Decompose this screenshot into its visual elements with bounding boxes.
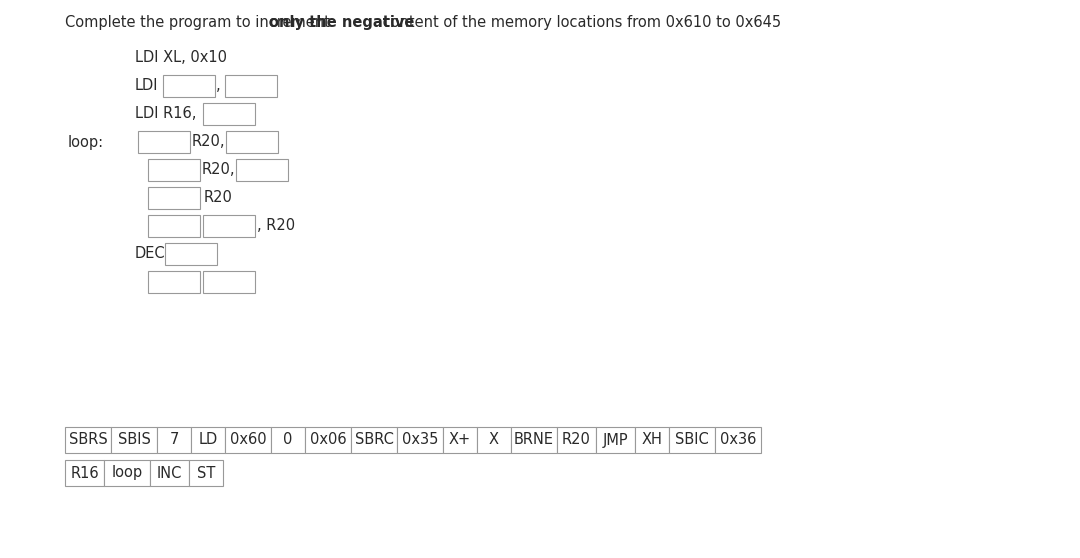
Text: loop: loop [111,465,143,480]
Bar [443,427,477,453]
Text: 0: 0 [283,432,293,448]
Bar [65,427,111,453]
Bar [225,75,276,97]
Text: 0x60: 0x60 [230,432,267,448]
Text: loop:: loop: [68,134,104,150]
Bar [148,271,200,293]
Bar [511,427,557,453]
Bar [225,427,271,453]
Bar [305,427,351,453]
Bar [203,103,255,125]
Bar [477,427,511,453]
Bar [715,427,761,453]
Text: R16: R16 [70,465,98,480]
Text: X+: X+ [449,432,471,448]
Bar [138,131,190,153]
Text: Complete the program to increment: Complete the program to increment [65,15,335,30]
Text: XH: XH [642,432,662,448]
Bar [271,427,305,453]
Bar [635,427,669,453]
Bar [148,159,200,181]
Text: 0x06: 0x06 [310,432,347,448]
Text: SBIS: SBIS [118,432,150,448]
Text: LD: LD [199,432,218,448]
Text: R20: R20 [204,190,233,205]
Text: R20,: R20, [202,162,235,177]
Text: R20: R20 [562,432,591,448]
Bar [191,427,225,453]
Text: content of the memory locations from 0x610 to 0x645: content of the memory locations from 0x6… [378,15,781,30]
Text: BRNE: BRNE [514,432,554,448]
Bar [557,427,596,453]
Text: 0x36: 0x36 [719,432,756,448]
Bar [163,75,215,97]
Text: SBRS: SBRS [69,432,107,448]
Bar [351,427,397,453]
Text: LDI: LDI [135,79,159,94]
Bar [150,460,189,486]
Bar [226,131,278,153]
Bar [397,427,443,453]
Text: LDI R16,: LDI R16, [135,107,197,122]
Bar [203,271,255,293]
Bar [189,460,222,486]
Text: LDI XL, 0x10: LDI XL, 0x10 [135,51,227,65]
Bar [148,187,200,209]
Bar [111,427,157,453]
Text: INC: INC [157,465,183,480]
Bar [203,215,255,237]
Bar [157,427,191,453]
Text: X: X [489,432,499,448]
Text: ,: , [216,79,220,94]
Bar [669,427,715,453]
Text: 7: 7 [170,432,178,448]
Bar [596,427,635,453]
Text: , R20: , R20 [257,219,295,233]
Bar [104,460,150,486]
Bar [237,159,288,181]
Bar [65,460,104,486]
Text: 0x35: 0x35 [402,432,438,448]
Text: ST: ST [197,465,215,480]
Text: DEC: DEC [135,247,165,262]
Text: R20,: R20, [192,134,226,150]
Bar [165,243,217,265]
Bar [148,215,200,237]
Text: SBIC: SBIC [675,432,708,448]
Text: JMP: JMP [603,432,629,448]
Text: only the negative: only the negative [269,15,415,30]
Text: SBRC: SBRC [354,432,393,448]
